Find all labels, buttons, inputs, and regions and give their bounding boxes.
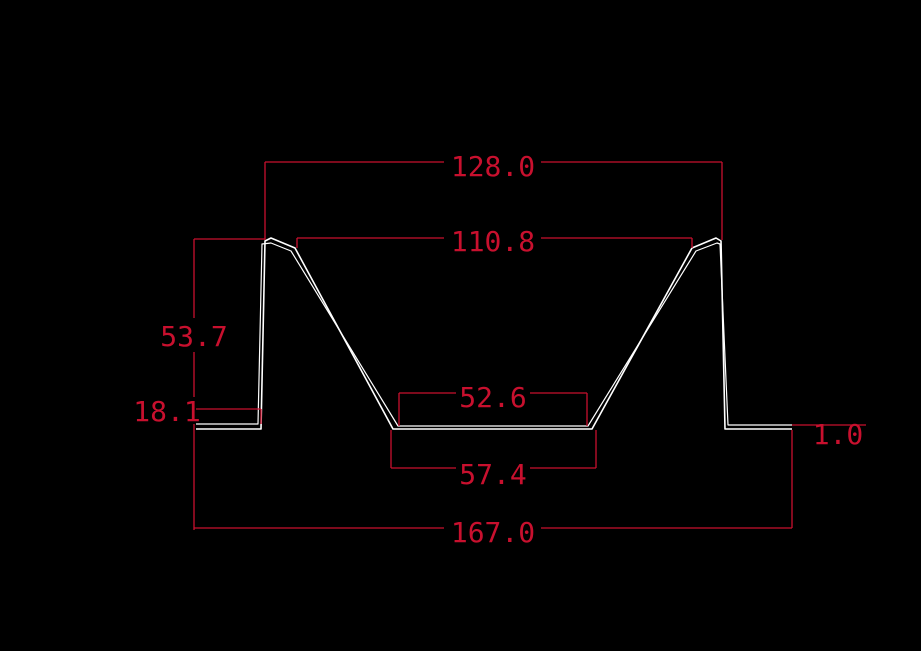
- dim-total-height: 53.7: [160, 238, 265, 530]
- trapezoid-profile: [196, 237, 792, 430]
- dim-bottom-inner-width-label: 52.6: [459, 381, 526, 414]
- profile-inner-edge: [196, 242, 792, 427]
- dim-top-inner-width: 110.8: [296, 225, 693, 258]
- dim-top-width: 128.0: [264, 150, 723, 240]
- dim-bottom-outer-width-label: 57.4: [459, 458, 526, 491]
- dim-flange-height-label: 18.1: [133, 395, 200, 428]
- dim-flange-height: 18.1: [133, 395, 262, 428]
- dim-bottom-outer-width: 57.4: [390, 430, 597, 491]
- dim-total-width: 167.0: [194, 430, 793, 549]
- dim-thickness: 1.0: [792, 418, 866, 451]
- dim-top-inner-width-label: 110.8: [451, 225, 535, 258]
- dim-total-height-label: 53.7: [160, 320, 227, 353]
- dim-total-width-label: 167.0: [451, 516, 535, 549]
- dim-bottom-inner-width: 52.6: [398, 381, 588, 426]
- dim-top-width-label: 128.0: [451, 150, 535, 183]
- dim-thickness-label: 1.0: [813, 418, 864, 451]
